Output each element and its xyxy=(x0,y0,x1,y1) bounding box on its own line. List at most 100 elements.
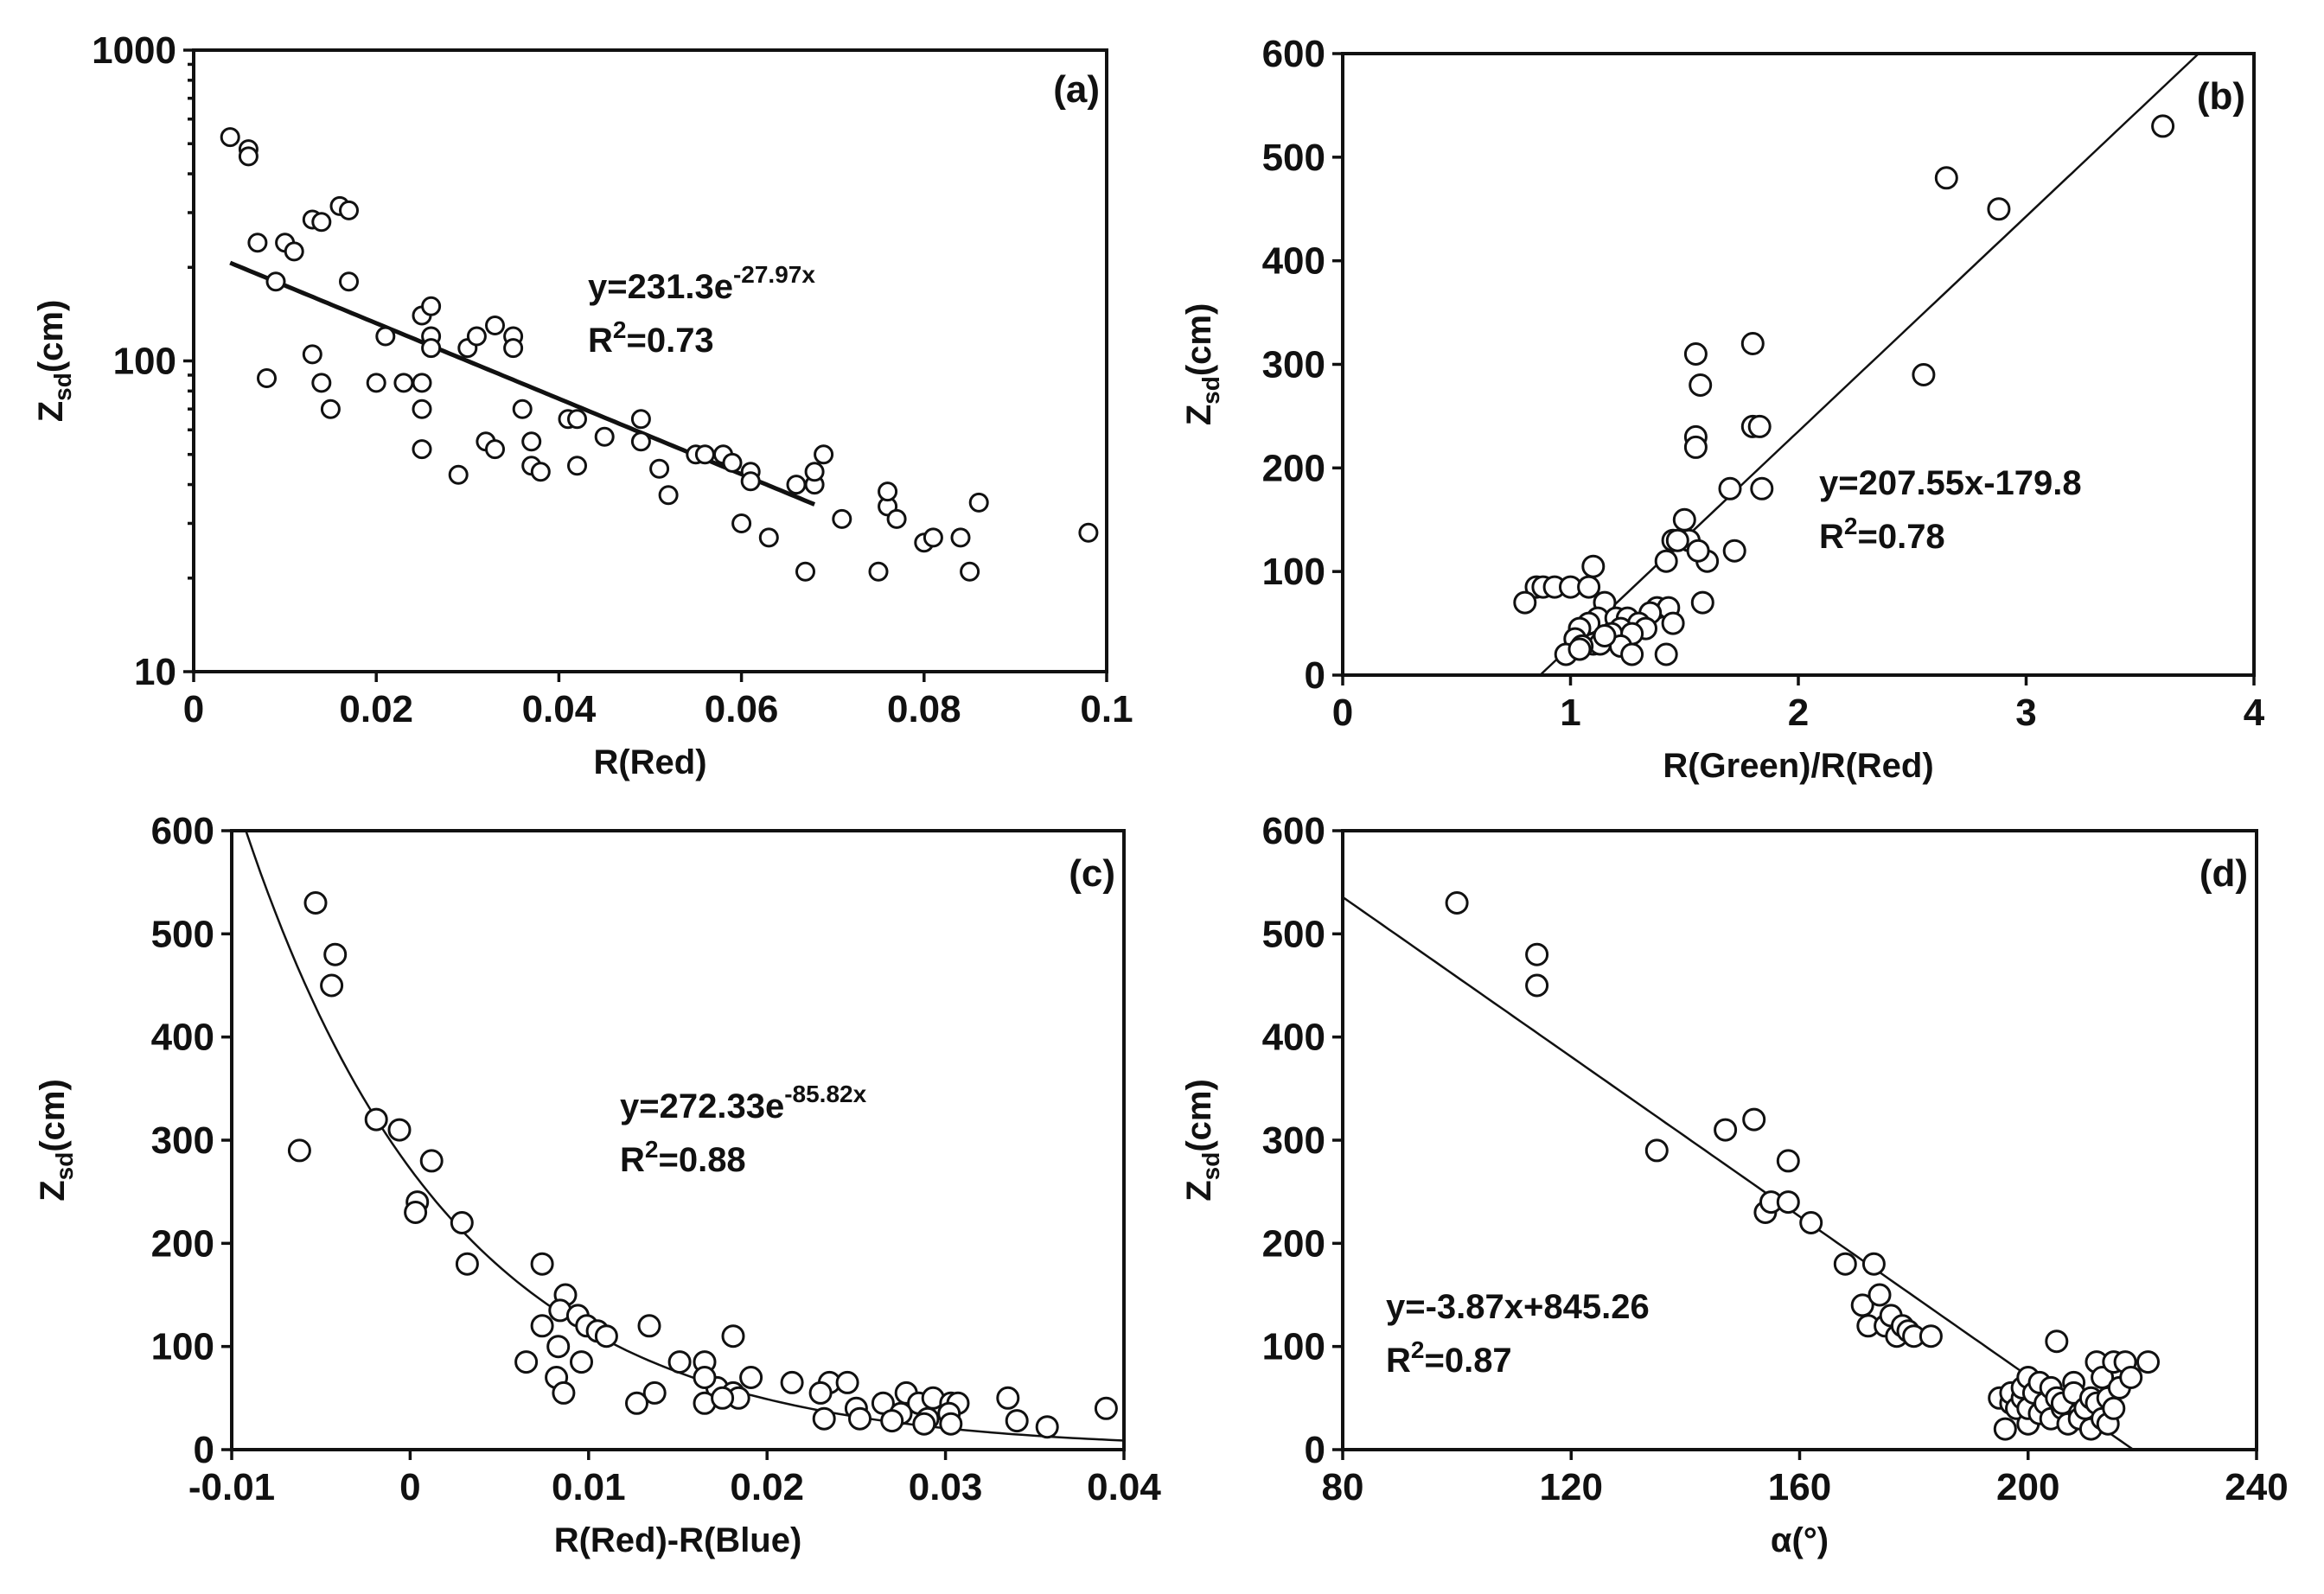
y-axis-title: Zsd(cm) xyxy=(32,300,76,423)
y-axis-title: Zsd(cm) xyxy=(34,1079,78,1202)
data-point xyxy=(1919,1324,1943,1349)
data-point xyxy=(711,1386,735,1410)
y-tick-label: 100 xyxy=(1262,551,1325,593)
data-point xyxy=(886,508,907,529)
data-point xyxy=(795,561,815,582)
fit-line xyxy=(1342,896,2135,1451)
fit-equation: y=-3.87x+845.26 xyxy=(1386,1288,1650,1326)
y-tick-label: 200 xyxy=(151,1222,214,1265)
data-point xyxy=(996,1386,1020,1410)
data-point xyxy=(1833,1252,1857,1276)
y-tick-label: 600 xyxy=(1262,810,1325,852)
x-axis-title: R(Red) xyxy=(593,743,706,781)
data-point xyxy=(448,464,469,485)
y-axis-title-unit: (cm) xyxy=(32,300,70,373)
data-point xyxy=(1644,1138,1669,1163)
y-tick-label: 0 xyxy=(194,1429,214,1471)
r-squared: R2=0.88 xyxy=(620,1136,746,1179)
data-point xyxy=(284,241,304,262)
data-point xyxy=(404,1201,428,1224)
data-point xyxy=(412,398,432,419)
y-tick-label: 500 xyxy=(151,913,214,955)
data-point xyxy=(412,439,432,460)
data-point xyxy=(1620,642,1644,666)
r-squared-prefix: R xyxy=(620,1141,645,1179)
data-point xyxy=(512,398,533,419)
r-squared-value: =0.78 xyxy=(1857,518,1944,556)
x-tick-label: 0.04 xyxy=(1087,1466,1161,1508)
r-squared: R2=0.73 xyxy=(588,316,714,360)
data-point xyxy=(812,1406,836,1431)
data-point xyxy=(878,481,898,502)
data-point xyxy=(220,127,240,148)
data-point xyxy=(323,942,348,966)
data-point xyxy=(739,1366,763,1389)
y-axis-title-main: Z xyxy=(34,1180,72,1201)
data-point xyxy=(514,1350,539,1374)
data-point xyxy=(868,561,889,582)
data-point xyxy=(257,368,277,388)
y-axis-title-main: Z xyxy=(32,401,70,422)
plot-frame xyxy=(1341,52,2256,677)
fit-equation-exponent: -27.97x xyxy=(733,261,815,288)
y-tick-label: 400 xyxy=(1262,240,1325,283)
x-tick-label: 0.02 xyxy=(339,688,413,730)
data-point xyxy=(912,1412,936,1436)
data-point xyxy=(339,271,359,292)
data-point xyxy=(238,146,259,167)
data-point xyxy=(2091,1366,2115,1389)
data-point xyxy=(642,1380,667,1405)
data-point xyxy=(1987,197,2011,221)
x-axis-title: R(Red)-R(Blue) xyxy=(554,1521,802,1559)
y-axis-title-sub: sd xyxy=(49,373,76,401)
data-point xyxy=(421,338,442,359)
data-point xyxy=(1718,476,1742,501)
data-point xyxy=(832,508,852,529)
data-point xyxy=(1861,1252,1886,1276)
panel-label: (d) xyxy=(2200,852,2248,895)
x-tick-label: 0 xyxy=(399,1466,420,1508)
fit-equation-base: y=207.55x-179.8 xyxy=(1819,464,2082,502)
y-tick-label: 100 xyxy=(151,1326,214,1368)
y-tick-label: 300 xyxy=(1262,344,1325,386)
data-point xyxy=(786,475,807,495)
y-axis-title-main: Z xyxy=(1180,405,1218,425)
y-tick-label: 600 xyxy=(1262,33,1325,75)
chart-panel-d: 80 120 160 200 240 0 100 200 300 400 500 600 α(°) Zsd… xyxy=(1180,810,2289,1559)
fit-equation: y=207.55x-179.8 xyxy=(1819,464,2082,502)
data-point xyxy=(1683,435,1708,459)
data-point xyxy=(546,1335,571,1359)
data-point xyxy=(1525,942,1549,966)
panel-label: (a) xyxy=(1053,68,1100,111)
y-tick-label: 1000 xyxy=(92,29,176,72)
data-point xyxy=(530,1252,554,1276)
panel-label: (c) xyxy=(1069,852,1115,895)
y-axis-title-sub: sd xyxy=(1197,1152,1224,1181)
data-point xyxy=(637,1314,661,1338)
data-point xyxy=(658,485,679,506)
data-point xyxy=(1581,554,1606,578)
fit-equation: y=231.3e-27.97x xyxy=(588,261,815,306)
r-squared: R2=0.87 xyxy=(1386,1336,1512,1380)
y-axis-title-sub: sd xyxy=(1197,376,1224,405)
y-axis-title-main: Z xyxy=(1180,1180,1218,1201)
data-point xyxy=(693,1366,717,1389)
data-point xyxy=(567,456,587,476)
data-point xyxy=(421,296,442,316)
data-point xyxy=(1993,1417,2017,1441)
data-point xyxy=(521,431,542,452)
data-point xyxy=(265,271,286,292)
data-point xyxy=(287,1138,311,1163)
data-point xyxy=(247,233,268,253)
data-point xyxy=(302,344,322,365)
y-axis-title: Zsd(cm) xyxy=(1180,303,1224,426)
data-point xyxy=(1776,1149,1800,1173)
data-point xyxy=(1525,973,1549,998)
y-axis-title-unit: (cm) xyxy=(34,1079,72,1151)
data-point xyxy=(450,1211,474,1234)
x-tick-label: 80 xyxy=(1322,1466,1364,1508)
data-point xyxy=(455,1252,479,1276)
r-squared-prefix: R xyxy=(1386,1342,1411,1380)
data-point xyxy=(667,1350,692,1374)
